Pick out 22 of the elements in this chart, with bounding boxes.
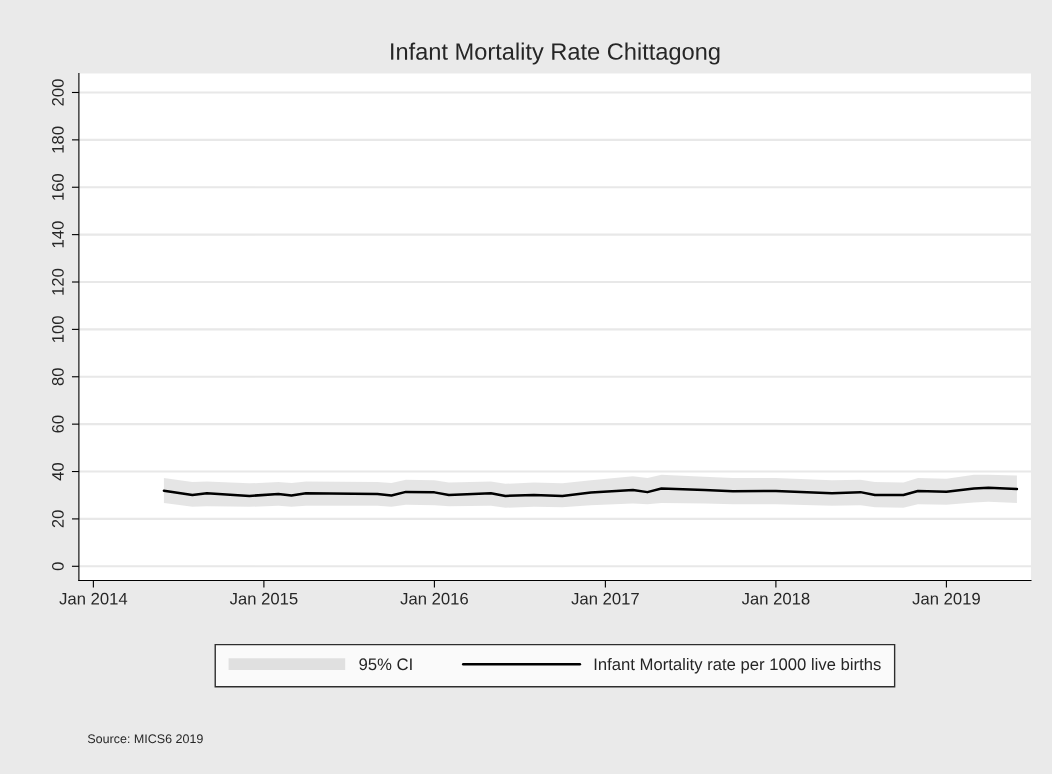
x-tick-label: Jan 2014 [59, 592, 128, 605]
y-tick-label: 60 [52, 415, 64, 433]
line-series [162, 486, 1019, 498]
y-tick-label: 0 [52, 562, 64, 571]
y-tick-label: 100 [52, 316, 64, 343]
x-tick-label: Jan 2018 [741, 592, 810, 605]
chart-title: Infant Mortality Rate Chittagong [391, 42, 720, 65]
x-tick-label: Jan 2017 [571, 592, 639, 605]
x-tick-label: Jan 2019 [912, 592, 980, 605]
y-tick-label: 160 [52, 173, 64, 200]
x-tick-label: Jan 2016 [400, 592, 468, 605]
y-tick-label: 140 [52, 221, 64, 248]
y-tick-label: 40 [52, 462, 64, 481]
source-note: Source: MICS6 2019 [87, 734, 203, 744]
y-tick-label: 120 [52, 268, 64, 295]
y-tick-label: 80 [52, 368, 64, 386]
text: Infant Mortality rate per 1000 live births [594, 657, 881, 674]
text: 95% CI [359, 658, 412, 671]
y-tick-label: 200 [52, 79, 64, 106]
x-tick-label: Jan 2015 [229, 592, 298, 605]
y-tick-label: 180 [52, 126, 64, 153]
y-tick-label: 20 [52, 510, 64, 528]
